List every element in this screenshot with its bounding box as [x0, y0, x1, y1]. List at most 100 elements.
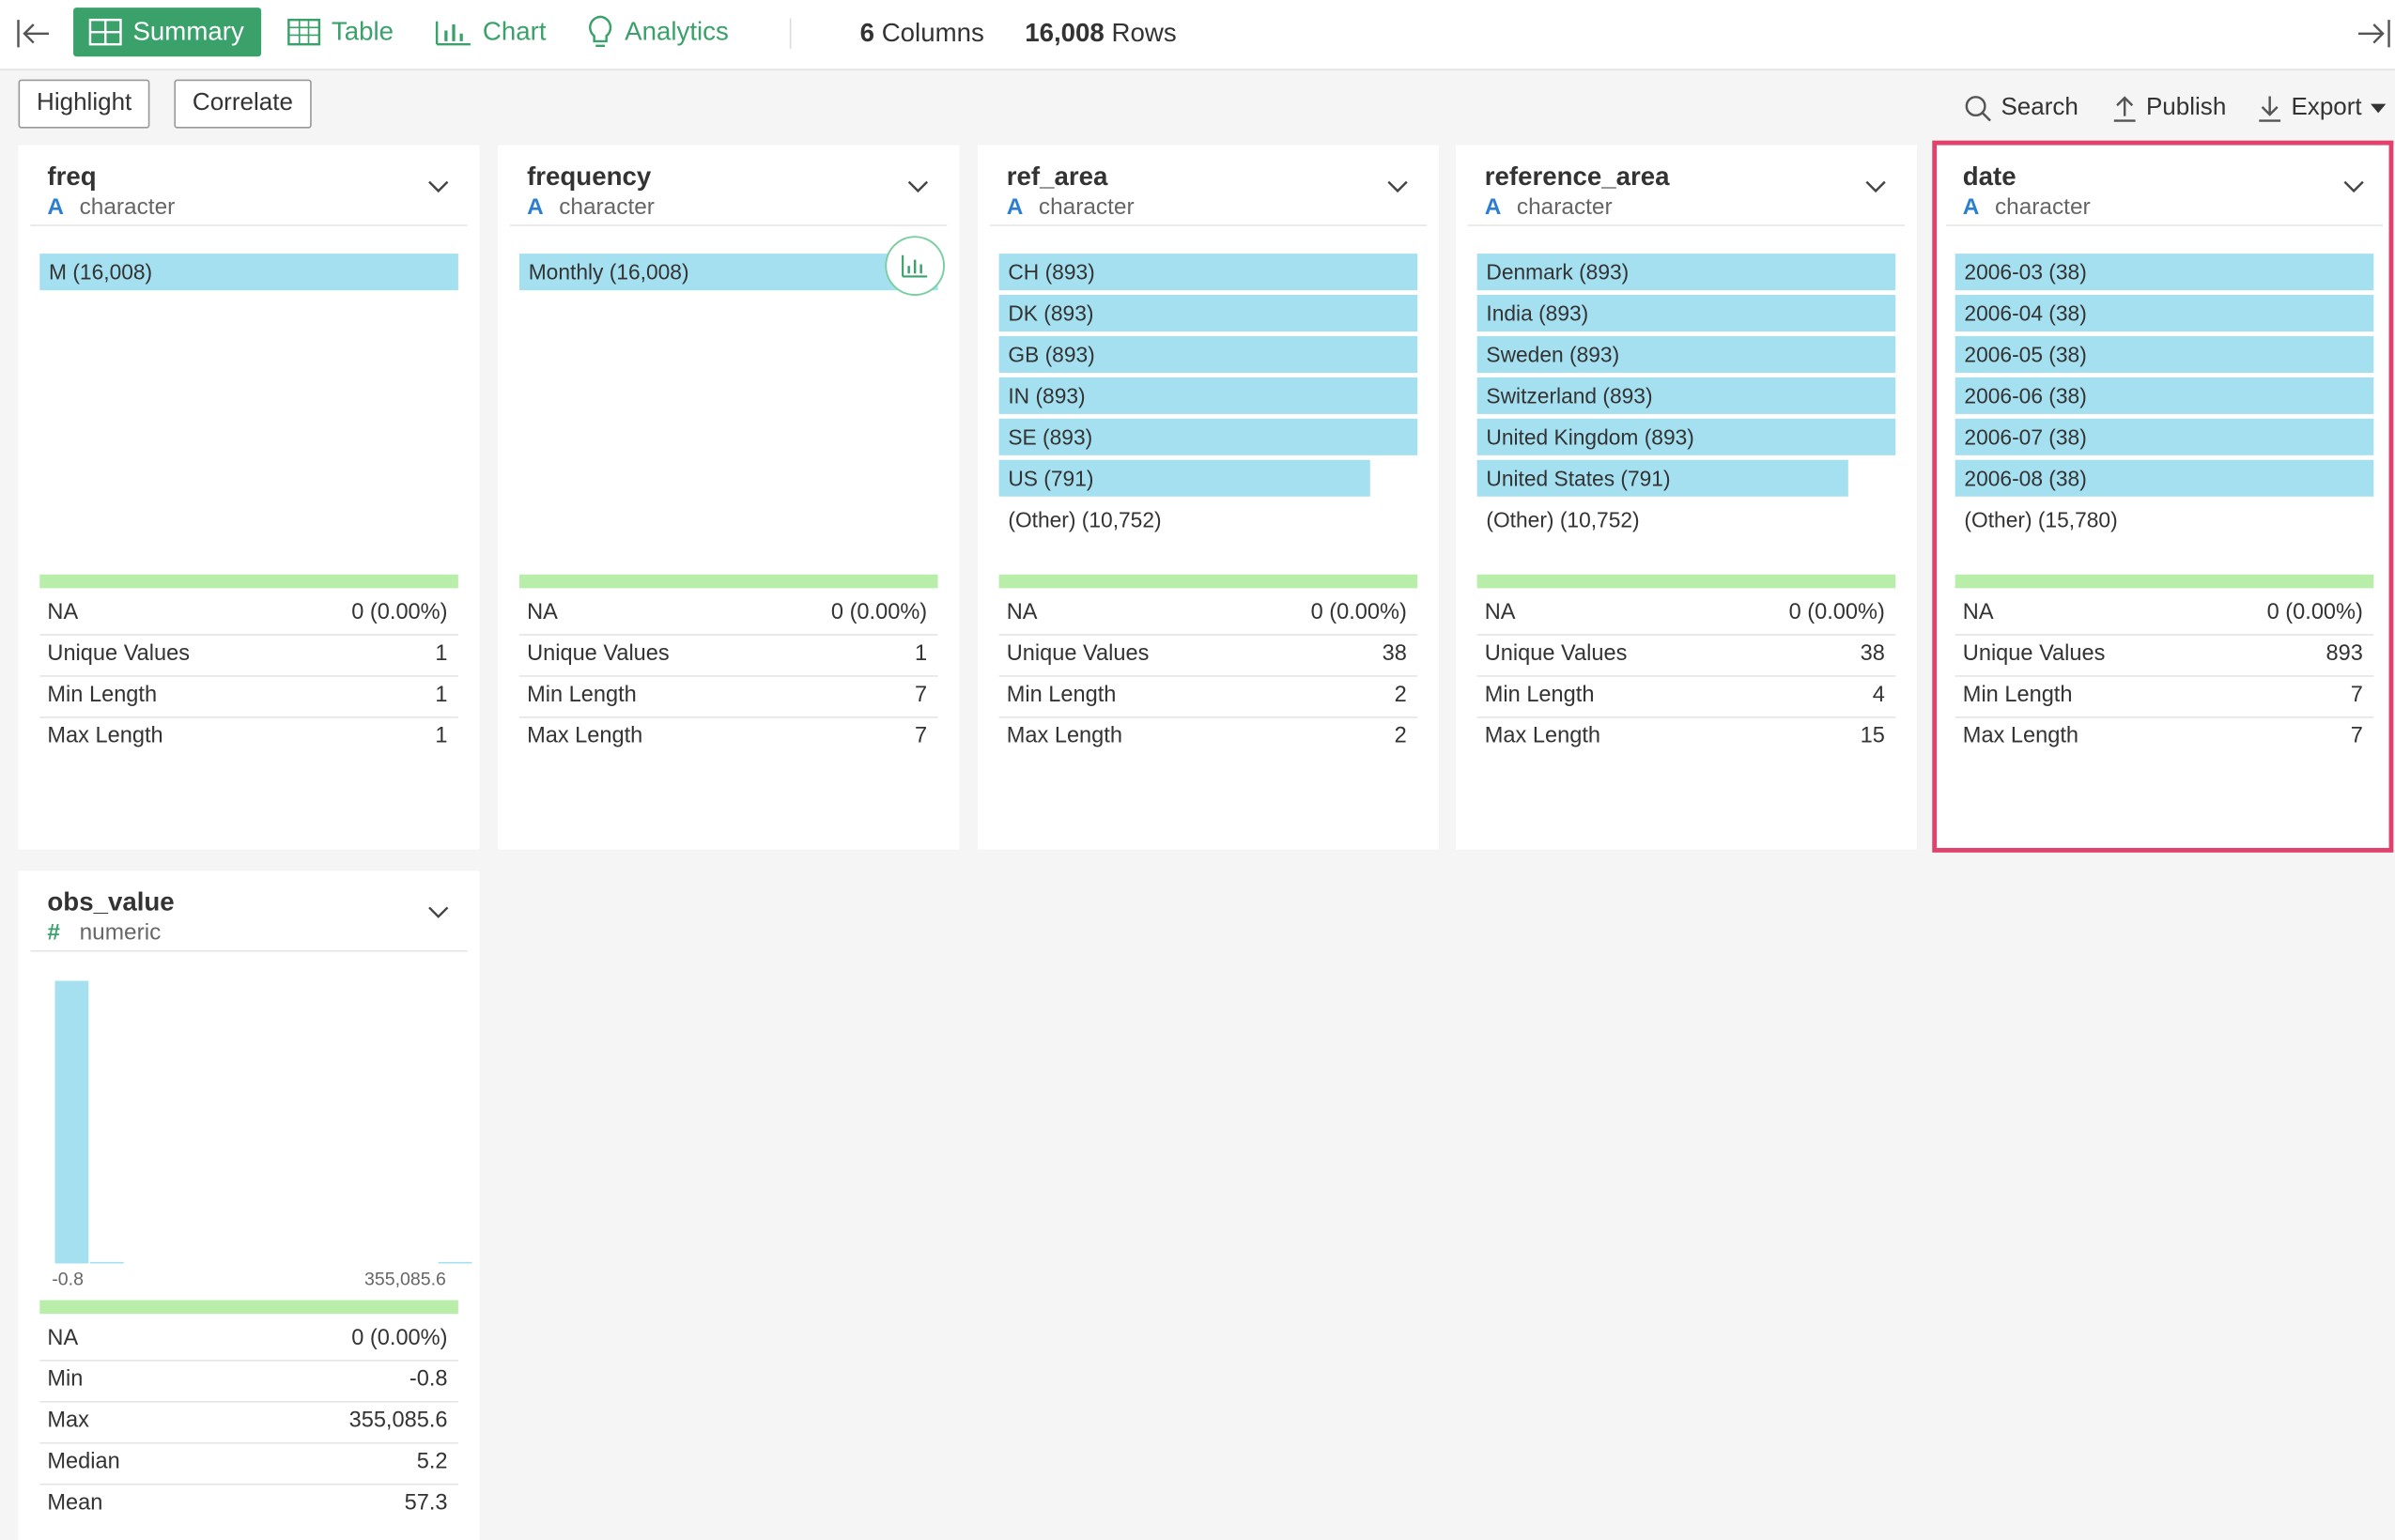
stat-label: Unique Values — [47, 641, 191, 667]
type-icon: # — [47, 919, 60, 947]
stat-value: 0 (0.00%) — [351, 1326, 448, 1351]
value-bar — [1476, 254, 1896, 291]
value-label: IN (893) — [1008, 383, 1086, 408]
column-type: character — [1516, 193, 1613, 221]
chart-button[interactable] — [885, 236, 946, 297]
stat-separator — [1476, 675, 1896, 677]
value-label: 2006-05 (38) — [1964, 342, 2087, 367]
action-label: Publish — [2145, 94, 2227, 121]
export-action[interactable]: Export — [2258, 95, 2387, 122]
tab-label: Table — [331, 16, 394, 46]
header-separator — [1467, 224, 1905, 226]
value-label: GB (893) — [1008, 342, 1095, 367]
histogram-min: -0.8 — [52, 1268, 84, 1290]
stat-value: 1 — [435, 683, 448, 708]
value-label: Monthly (16,008) — [528, 259, 689, 285]
column-card: obs_value # numeric -0.8 355,085.6 NA 0 (0.00%… — [18, 870, 480, 1540]
menu-chevron[interactable] — [1863, 176, 1888, 194]
correlate-button[interactable]: Correlate — [174, 79, 312, 129]
stat-value: 0 (0.00%) — [830, 600, 928, 625]
value-label: 2006-04 (38) — [1964, 300, 2087, 326]
menu-chevron[interactable] — [2341, 176, 2366, 194]
value-label: Denmark (893) — [1486, 259, 1630, 285]
stat-value: 38 — [1382, 641, 1407, 667]
value-bar — [998, 335, 1418, 373]
stat-separator — [998, 716, 1418, 718]
stat-separator — [1955, 634, 2374, 636]
type-icon: A — [527, 193, 544, 221]
stat-label: Mean — [47, 1490, 103, 1516]
value-bar — [1955, 459, 2374, 497]
stat-separator — [1476, 716, 1896, 718]
stat-value: 355,085.6 — [348, 1409, 448, 1434]
stat-value: 0 (0.00%) — [1788, 600, 1885, 625]
column-type: character — [559, 193, 655, 221]
stat-separator — [39, 1483, 458, 1486]
stat-label: Unique Values — [1962, 641, 2106, 667]
value-bar — [1955, 254, 2374, 291]
value-bar — [998, 418, 1418, 455]
stat-separator — [39, 1441, 458, 1444]
menu-chevron[interactable] — [1385, 176, 1410, 194]
stat-separator — [39, 1400, 458, 1403]
tab-summary[interactable]: Summary — [73, 8, 261, 57]
value-bar — [1476, 418, 1896, 455]
na-bar — [1476, 574, 1896, 589]
stat-label: NA — [1484, 600, 1516, 625]
tab-table[interactable]: Table — [287, 8, 394, 56]
value-label: 2006-07 (38) — [1964, 424, 2087, 450]
value-label: India (893) — [1486, 300, 1589, 326]
stat-value: 0 (0.00%) — [2266, 600, 2363, 625]
value-label: (Other) (15,780) — [1964, 507, 2118, 532]
value-label: (Other) (10,752) — [1486, 507, 1640, 532]
stat-separator — [1476, 634, 1896, 636]
rows-info: 16,008 Rows — [1025, 19, 1176, 50]
stat-separator — [518, 675, 938, 677]
publish-action[interactable]: Publish — [2112, 95, 2226, 122]
toolbar: Summary Table Chart Analytics 6 Columns … — [0, 0, 2395, 70]
stat-value: 7 — [915, 683, 928, 708]
stat-label: Max Length — [1962, 724, 2079, 749]
search-action[interactable]: Search — [1964, 95, 2078, 122]
stat-value: 1 — [435, 641, 448, 667]
tab-analytics[interactable]: Analytics — [586, 8, 729, 56]
column-name: freq — [47, 162, 97, 192]
label: Columns — [881, 18, 984, 48]
column-type: numeric — [79, 919, 162, 947]
label: Rows — [1111, 18, 1177, 48]
columns-info: 6 Columns — [860, 19, 984, 50]
stat-label: Unique Values — [1006, 641, 1150, 667]
value-bar — [1955, 418, 2374, 455]
stat-label: Min Length — [1484, 683, 1595, 708]
menu-chevron[interactable] — [905, 176, 930, 194]
value-label: Sweden (893) — [1486, 342, 1620, 367]
stat-label: NA — [47, 1326, 79, 1351]
na-bar — [998, 574, 1418, 589]
stat-label: Max Length — [1484, 724, 1601, 749]
stat-label: Max Length — [47, 724, 163, 749]
collapse-left[interactable] — [15, 17, 52, 51]
tab-label: Analytics — [625, 16, 729, 46]
header-separator — [30, 224, 468, 226]
divider — [789, 18, 792, 50]
stat-value: 2 — [1394, 724, 1407, 749]
na-bar — [39, 574, 458, 589]
stat-label: NA — [1006, 600, 1038, 625]
menu-chevron[interactable] — [426, 901, 451, 920]
value-label: SE (893) — [1008, 424, 1093, 450]
stat-separator — [39, 1360, 458, 1362]
menu-chevron[interactable] — [426, 176, 451, 194]
tab-chart[interactable]: Chart — [435, 8, 547, 56]
value-bar — [1955, 335, 2374, 373]
stat-separator — [1955, 675, 2374, 677]
value-label: United States (791) — [1486, 466, 1671, 491]
collapse-right[interactable] — [2356, 17, 2392, 51]
highlight-button[interactable]: Highlight — [18, 79, 150, 129]
stat-label: Median — [47, 1450, 120, 1475]
stat-value: 5.2 — [416, 1450, 448, 1475]
stat-value: 2 — [1394, 683, 1407, 708]
